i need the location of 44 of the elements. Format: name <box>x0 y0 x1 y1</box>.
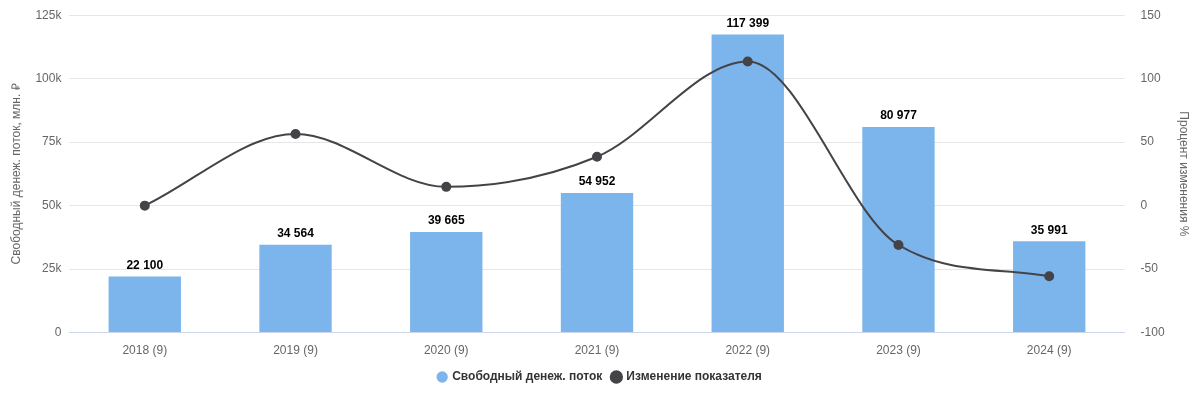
x-tick-label: 2021 (9) <box>574 343 620 358</box>
y2-tick-label: -100 <box>1140 324 1165 339</box>
data-label: 39 665 <box>427 213 465 228</box>
bar <box>862 126 935 333</box>
x-tick-label: 2020 (9) <box>423 343 469 358</box>
y2-tick-label: 150 <box>1140 7 1161 22</box>
legend-label: Изменение показателя <box>626 369 762 384</box>
y2-tick-label: 0 <box>1140 197 1148 212</box>
y-tick-label: 0 <box>54 324 62 339</box>
x-tick-label: 2019 (9) <box>273 343 318 358</box>
y-tick-label: 125k <box>35 7 63 22</box>
x-tick-label: 2022 (9) <box>725 343 771 358</box>
bar <box>560 193 634 333</box>
data-label: 80 977 <box>880 108 918 123</box>
point <box>139 200 150 211</box>
data-label: 22 100 <box>126 257 164 272</box>
bar <box>711 34 784 333</box>
y-axis-title: Свободный денеж. поток, млн. ₽ <box>8 83 23 265</box>
point <box>742 56 753 67</box>
y2-axis-title: Процент изменения % <box>1177 111 1192 237</box>
point <box>1044 271 1055 282</box>
bar <box>410 231 483 333</box>
legend-label: Свободный денеж. поток <box>452 369 604 384</box>
point <box>893 240 904 250</box>
bar <box>1013 241 1086 333</box>
data-label: 54 952 <box>578 174 616 189</box>
data-label: 35 991 <box>1030 222 1068 237</box>
y2-tick-label: -50 <box>1140 261 1159 276</box>
bar <box>259 244 332 333</box>
y-tick-label: 50k <box>42 197 63 212</box>
y2-tick-label: 100 <box>1140 70 1161 85</box>
y2-tick-label: 50 <box>1140 134 1155 149</box>
y-tick-label: 25k <box>42 261 63 276</box>
data-label: 117 399 <box>726 15 770 30</box>
data-label: 34 564 <box>277 226 315 241</box>
x-tick-label: 2018 (9) <box>122 343 168 358</box>
y-tick-label: 75k <box>42 134 63 149</box>
x-tick-label: 2023 (9) <box>876 343 921 358</box>
point <box>290 129 301 140</box>
x-tick-label: 2024 (9) <box>1026 343 1072 358</box>
y-tick-label: 100k <box>35 70 63 85</box>
point <box>441 181 452 192</box>
bar <box>108 276 181 333</box>
point <box>592 151 602 162</box>
